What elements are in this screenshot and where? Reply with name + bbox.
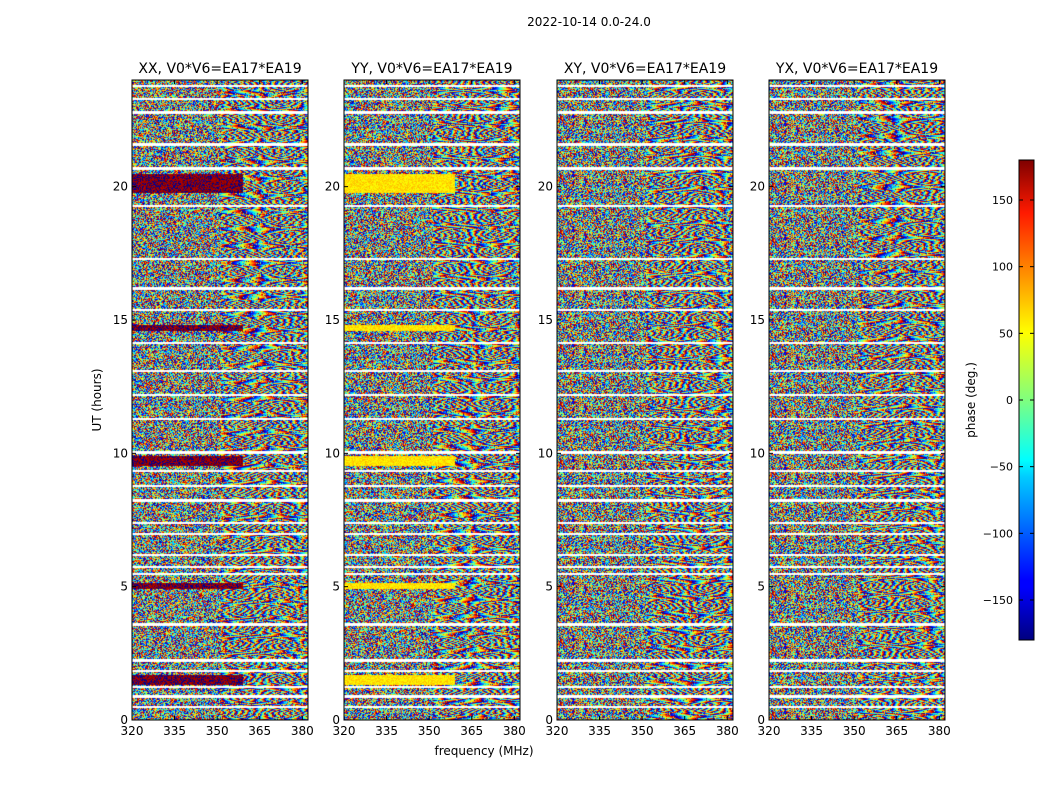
panel-yy-heatmap-wrap — [344, 80, 520, 720]
panel-xy-frame — [556, 79, 734, 721]
panel-xy-heatmap-wrap — [557, 80, 733, 720]
y-tick-label-xy: 0 — [545, 713, 553, 727]
x-tick-label-xy: 380 — [716, 724, 739, 738]
panel-yx-heatmap-wrap — [769, 80, 945, 720]
colorbar-tick-label: 50 — [999, 327, 1013, 340]
y-tick-label-xy: 20 — [538, 180, 553, 194]
y-axis-label: UT (hours) — [90, 368, 104, 431]
x-tick-label-yx: 365 — [885, 724, 908, 738]
y-tick-label-yx: 0 — [757, 713, 765, 727]
x-tick-label-xy: 320 — [546, 724, 569, 738]
x-tick-label-yy: 350 — [418, 724, 441, 738]
panel-title-xx: XX, V0*V6=EA17*EA19 — [138, 61, 301, 77]
panel-xx-frame — [131, 79, 309, 721]
panel-title-yy: YY, V0*V6=EA17*EA19 — [350, 61, 512, 77]
x-tick-label-yx: 350 — [843, 724, 866, 738]
x-tick-label-xx: 350 — [206, 724, 229, 738]
panel-xy-heatmap — [557, 80, 733, 720]
y-tick-label-xx: 5 — [120, 580, 128, 594]
panel-yx-heatmap — [769, 80, 945, 720]
colorbar-tick-label: −150 — [983, 594, 1013, 607]
x-tick-label-xx: 335 — [163, 724, 186, 738]
y-tick-label-yy: 10 — [325, 446, 340, 460]
panel-title-xy: XY, V0*V6=EA17*EA19 — [564, 61, 726, 77]
y-tick-label-yy: 5 — [332, 580, 340, 594]
x-tick-label-xy: 365 — [673, 724, 696, 738]
x-tick-label-xx: 320 — [121, 724, 144, 738]
y-tick-label-yy: 0 — [332, 713, 340, 727]
x-tick-label-yy: 380 — [503, 724, 526, 738]
y-tick-label-yx: 15 — [750, 313, 765, 327]
x-tick-label-xx: 380 — [291, 724, 314, 738]
panel-yy-frame — [343, 79, 521, 721]
colorbar-tick-label: −100 — [983, 527, 1013, 540]
colorbar-tick-label: 0 — [1006, 394, 1013, 407]
x-tick-label-xy: 350 — [631, 724, 654, 738]
y-tick-label-yx: 10 — [750, 446, 765, 460]
chart-suptitle: 2022-10-14 0.0-24.0 — [527, 15, 651, 29]
y-tick-label-xy: 15 — [538, 313, 553, 327]
panel-yy-heatmap — [344, 80, 520, 720]
y-tick-label-xx: 20 — [113, 180, 128, 194]
y-tick-label-xx: 15 — [113, 313, 128, 327]
y-tick-label-xy: 5 — [545, 580, 553, 594]
colorbar-label: phase (deg.) — [964, 362, 978, 438]
x-tick-label-yy: 365 — [460, 724, 483, 738]
panel-title-yx: YX, V0*V6=EA17*EA19 — [775, 61, 938, 77]
panel-xx-heatmap-wrap — [132, 80, 308, 720]
x-tick-label-yx: 335 — [800, 724, 823, 738]
colorbar-tick-label: −50 — [990, 461, 1013, 474]
y-tick-label-xx: 10 — [113, 446, 128, 460]
y-tick-label-yx: 5 — [757, 580, 765, 594]
y-tick-label-yy: 15 — [325, 313, 340, 327]
x-tick-label-yx: 380 — [928, 724, 951, 738]
x-tick-label-yy: 320 — [333, 724, 356, 738]
y-tick-label-yy: 20 — [325, 180, 340, 194]
x-tick-label-yy: 335 — [375, 724, 398, 738]
y-tick-label-xx: 0 — [120, 713, 128, 727]
colorbar-tick-label: 150 — [992, 194, 1013, 207]
x-tick-label-xy: 335 — [588, 724, 611, 738]
x-tick-label-yx: 320 — [758, 724, 781, 738]
y-tick-label-xy: 10 — [538, 446, 553, 460]
panel-xx-heatmap — [132, 80, 308, 720]
x-tick-label-xx: 365 — [248, 724, 271, 738]
y-tick-label-yx: 20 — [750, 180, 765, 194]
panel-yx-frame — [768, 79, 946, 721]
x-axis-label: frequency (MHz) — [434, 744, 533, 758]
colorbar-tick-label: 100 — [992, 261, 1013, 274]
